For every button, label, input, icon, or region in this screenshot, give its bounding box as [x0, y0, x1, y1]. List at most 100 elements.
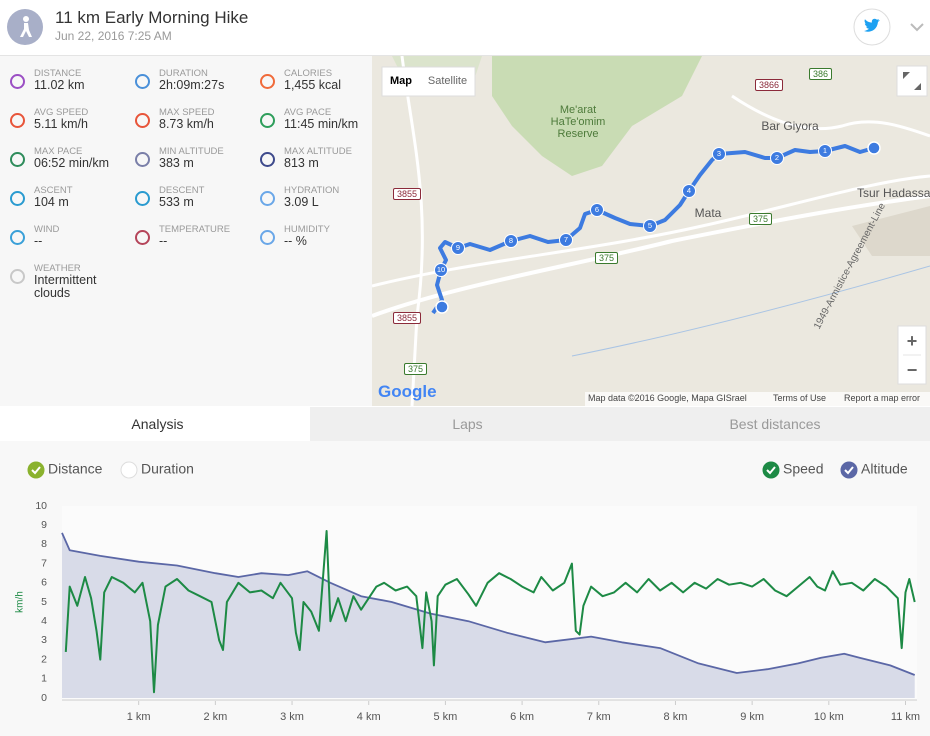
stat-value: 11:45 min/km	[284, 117, 359, 131]
stat-value: 2h:09m:27s	[159, 78, 225, 92]
stat-label: AVG PACE	[284, 107, 332, 118]
stat-value: 11.02 km	[34, 78, 85, 92]
stat-label: MAX PACE	[34, 146, 83, 157]
legend-label: Speed	[783, 461, 823, 477]
stat-value: 533 m	[159, 195, 194, 209]
stat-label: WEATHER	[34, 263, 81, 274]
map-canvas	[372, 56, 930, 406]
stat-icon	[10, 269, 25, 284]
x-tick-label: 10 km	[814, 711, 844, 723]
y-tick-label: 3	[41, 634, 47, 646]
stat-icon	[260, 74, 275, 89]
waypoint: 10	[434, 263, 448, 277]
stat-value: 3.09 L	[284, 195, 319, 209]
zoom-button[interactable]: +	[906, 331, 918, 351]
map[interactable]: Map Satellite Me'arat HaTe'omim Reserve Bar…	[372, 56, 930, 406]
y-tick-label: 0	[41, 692, 47, 704]
stat-icon	[10, 113, 25, 128]
x-mode-toggle-tick	[31, 466, 41, 475]
stats-panel: DISTANCE 11.02 km DURATION 2h:09m:27s CALORI…	[0, 56, 372, 406]
x-mode-toggle	[27, 461, 45, 479]
tab[interactable]: Laps	[310, 407, 625, 441]
stat-icon	[135, 74, 150, 89]
stat-label: HUMIDITY	[284, 224, 330, 235]
stat-value: --	[34, 234, 43, 248]
x-tick-label: 5 km	[433, 711, 457, 723]
stat-label: MAX SPEED	[159, 107, 215, 118]
place-label: Bar Giyora	[761, 119, 819, 133]
stat-value: 1,455 kcal	[284, 78, 341, 92]
avatar	[7, 9, 43, 45]
expand-chevron[interactable]	[908, 20, 926, 34]
x-tick-label: 2 km	[203, 711, 227, 723]
x-tick-label: 7 km	[587, 711, 611, 723]
stat-icon	[260, 113, 275, 128]
road-shield: 375	[595, 252, 619, 264]
place-label: Mata	[694, 206, 722, 220]
y-tick-label: 6	[41, 577, 47, 589]
stat-label: HYDRATION	[284, 185, 340, 196]
map-attribution[interactable]: Terms of Use	[773, 393, 827, 403]
y-tick-label: 4	[41, 615, 47, 627]
stat-value: 06:52 min/km	[34, 156, 110, 170]
stat-icon	[10, 74, 25, 89]
road-shield: 3855	[393, 188, 422, 200]
y-tick-label: 1	[41, 673, 47, 685]
stat-value: 8.73 km/h	[159, 117, 214, 131]
y-axis-label: km/h	[15, 591, 26, 613]
google-logo: Google	[378, 382, 437, 401]
map-type-button[interactable]: Satellite	[427, 75, 468, 87]
legend-toggle	[762, 461, 780, 479]
x-mode-label[interactable]: Distance	[48, 461, 103, 477]
road-shield: 386	[809, 68, 833, 80]
stat-label: AVG SPEED	[34, 107, 89, 118]
road-shield: 3855	[393, 312, 422, 324]
stat-label: TEMPERATURE	[159, 224, 231, 235]
waypoint: 5	[643, 219, 657, 233]
waypoint: 7	[559, 233, 573, 247]
legend-toggle	[840, 461, 858, 479]
waypoint: 6	[590, 203, 604, 217]
place-label: Me'arat HaTe'omim Reserve	[550, 104, 606, 140]
zoom-button[interactable]: −	[906, 360, 918, 380]
road-shield: 3866	[755, 79, 784, 91]
stat-value: 813 m	[284, 156, 319, 170]
stat-label: MIN ALTITUDE	[159, 146, 224, 157]
x-tick-label: 3 km	[280, 711, 304, 723]
map-attribution[interactable]: Report a map error	[844, 393, 921, 403]
y-tick-label: 10	[35, 500, 47, 512]
x-mode-toggle	[120, 461, 138, 479]
header: 11 km Early Morning Hike Jun 22, 2016 7:…	[0, 0, 930, 56]
road-shield: 375	[404, 363, 428, 375]
y-tick-label: 9	[41, 519, 47, 531]
legend-toggle-tick	[766, 466, 776, 475]
stat-label: MAX ALTITUDE	[284, 146, 352, 157]
map-type-button[interactable]: Map	[390, 75, 412, 87]
y-tick-label: 2	[41, 653, 47, 665]
x-tick-label: 8 km	[664, 711, 688, 723]
stat-icon	[135, 191, 150, 206]
stat-label: DESCENT	[159, 185, 205, 196]
stat-icon	[260, 191, 275, 206]
stat-label: WIND	[34, 224, 60, 235]
stat-value: -- %	[284, 234, 307, 248]
stat-label: DISTANCE	[34, 68, 82, 79]
stat-icon	[10, 230, 25, 245]
series-line	[61, 532, 916, 676]
stat-icon	[135, 152, 150, 167]
place-label: Tsur Hadassah	[857, 186, 930, 200]
stat-label: CALORIES	[284, 68, 333, 79]
waypoint: 3	[712, 147, 726, 161]
x-tick-label: 1 km	[127, 711, 151, 723]
tab[interactable]: Analysis	[0, 407, 315, 441]
twitter-button[interactable]	[853, 8, 891, 46]
stat-value: 104 m	[34, 195, 69, 209]
stat-icon	[260, 230, 275, 245]
x-mode-label[interactable]: Duration	[141, 461, 194, 477]
title: 11 km Early Morning Hike	[55, 8, 249, 27]
map-attribution: Map data ©2016 Google, Mapa GISrael	[588, 393, 747, 403]
stat-value: 5.11 km/h	[34, 117, 88, 131]
tab[interactable]: Best distances	[620, 407, 930, 441]
y-tick-label: 8	[41, 538, 47, 550]
